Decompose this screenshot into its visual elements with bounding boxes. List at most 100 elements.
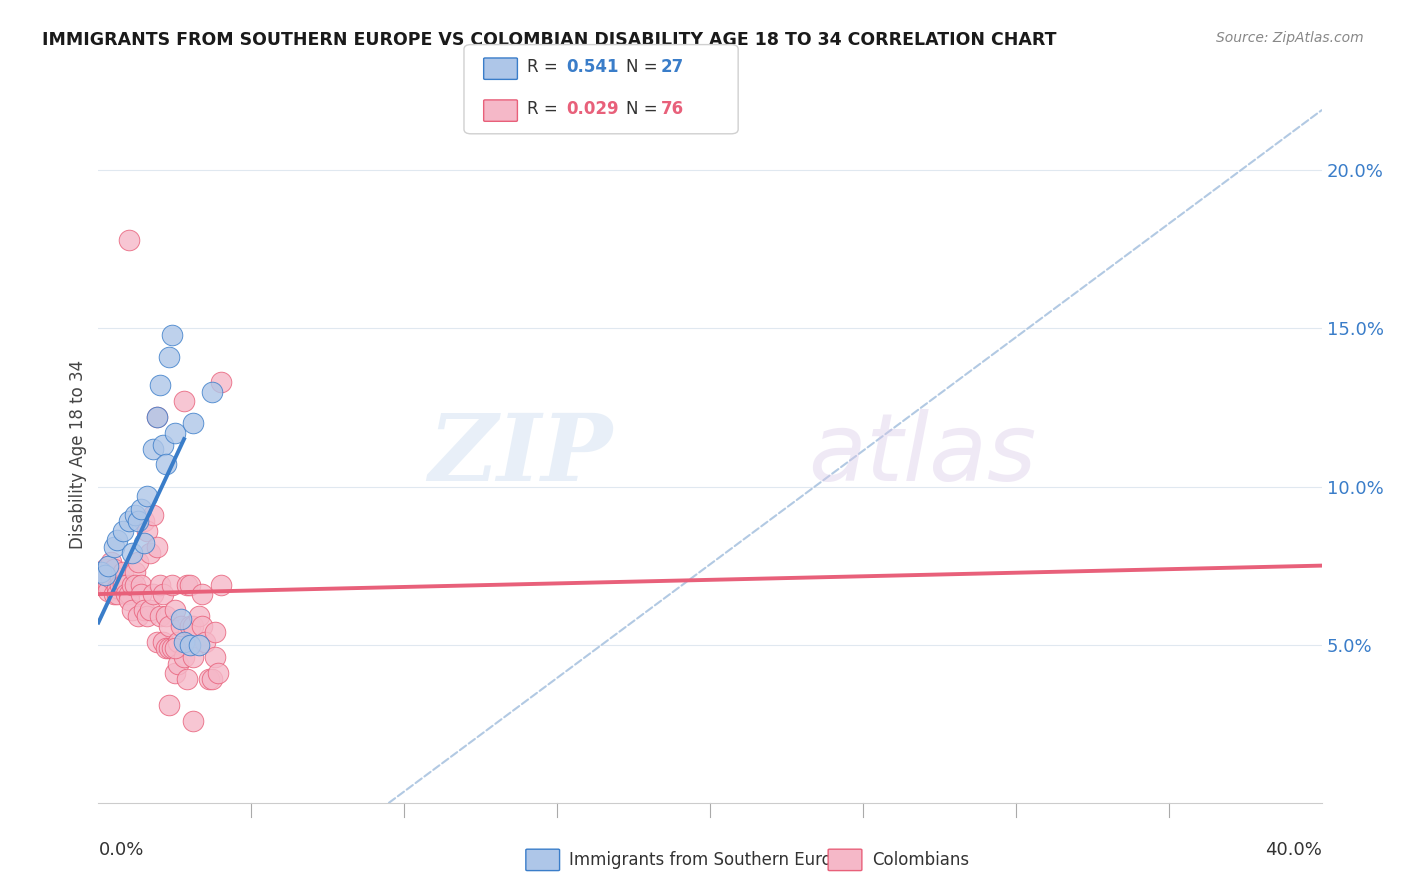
Point [157, 350, 180, 364]
Point [191, 618, 214, 632]
Text: R =: R = [527, 100, 564, 118]
Point [118, 587, 141, 601]
Text: ZIP: ZIP [427, 410, 612, 500]
Text: N =: N = [626, 100, 662, 118]
Point [124, 577, 146, 591]
Point [155, 458, 177, 472]
Point [100, 556, 122, 570]
Point [118, 233, 141, 247]
Point [142, 587, 165, 601]
Point [93, 568, 115, 582]
Text: 0.029: 0.029 [567, 100, 619, 118]
Point [181, 417, 204, 431]
Point [145, 409, 167, 424]
Point [136, 489, 159, 503]
Point [108, 577, 131, 591]
Text: Colombians: Colombians [872, 851, 969, 869]
Point [160, 640, 183, 655]
Point [155, 640, 177, 655]
Point [90, 565, 112, 579]
Point [111, 577, 134, 591]
Point [209, 577, 232, 591]
Point [136, 609, 159, 624]
Point [93, 568, 115, 582]
Point [105, 587, 128, 601]
Point [145, 634, 167, 648]
Point [108, 571, 131, 585]
Text: 0.0%: 0.0% [98, 841, 143, 859]
Point [157, 618, 180, 632]
Point [149, 577, 172, 591]
Point [152, 438, 174, 452]
Point [181, 618, 204, 632]
Point [188, 638, 211, 652]
Point [163, 666, 186, 681]
Point [181, 650, 204, 665]
Point [103, 540, 125, 554]
Point [155, 609, 177, 624]
Point [90, 565, 112, 579]
Point [191, 587, 214, 601]
Point [160, 327, 183, 342]
Point [90, 577, 112, 591]
Point [127, 556, 149, 570]
Point [111, 524, 134, 538]
Point [93, 562, 115, 576]
Point [103, 562, 125, 576]
Point [105, 533, 128, 548]
Point [97, 577, 120, 591]
Point [111, 565, 134, 579]
Point [207, 666, 229, 681]
Text: IMMIGRANTS FROM SOUTHERN EUROPE VS COLOMBIAN DISABILITY AGE 18 TO 34 CORRELATION: IMMIGRANTS FROM SOUTHERN EUROPE VS COLOM… [42, 31, 1057, 49]
Point [181, 714, 204, 728]
Point [105, 581, 128, 595]
Point [134, 536, 156, 550]
Point [179, 618, 201, 632]
Point [194, 634, 217, 648]
Point [97, 558, 120, 573]
Text: atlas: atlas [808, 409, 1036, 500]
Point [170, 612, 193, 626]
Point [129, 587, 152, 601]
Point [167, 634, 190, 648]
Point [121, 546, 143, 560]
Point [127, 514, 149, 528]
Point [160, 577, 183, 591]
Point [157, 698, 180, 712]
Point [136, 524, 159, 538]
Point [167, 657, 190, 671]
Point [142, 442, 165, 456]
Point [97, 583, 120, 598]
Y-axis label: Disability Age 18 to 34: Disability Age 18 to 34 [69, 360, 87, 549]
Point [152, 587, 174, 601]
Point [115, 587, 138, 601]
Point [163, 425, 186, 440]
Point [163, 603, 186, 617]
Point [134, 603, 156, 617]
Point [173, 394, 195, 409]
Point [200, 673, 222, 687]
Point [149, 378, 172, 392]
Point [121, 577, 143, 591]
Point [103, 587, 125, 601]
Point [121, 603, 143, 617]
Point [152, 634, 174, 648]
Point [142, 508, 165, 522]
Point [204, 625, 226, 640]
Point [145, 540, 167, 554]
Point [173, 650, 195, 665]
Point [139, 546, 162, 560]
Point [115, 577, 138, 591]
Text: Immigrants from Southern Europe: Immigrants from Southern Europe [569, 851, 853, 869]
Point [100, 571, 122, 585]
Point [124, 508, 146, 522]
Point [118, 514, 141, 528]
Point [124, 565, 146, 579]
Point [118, 593, 141, 607]
Point [170, 618, 193, 632]
Text: R =: R = [527, 58, 564, 76]
Point [129, 577, 152, 591]
Point [173, 634, 195, 648]
Text: 76: 76 [661, 100, 683, 118]
Point [129, 501, 152, 516]
